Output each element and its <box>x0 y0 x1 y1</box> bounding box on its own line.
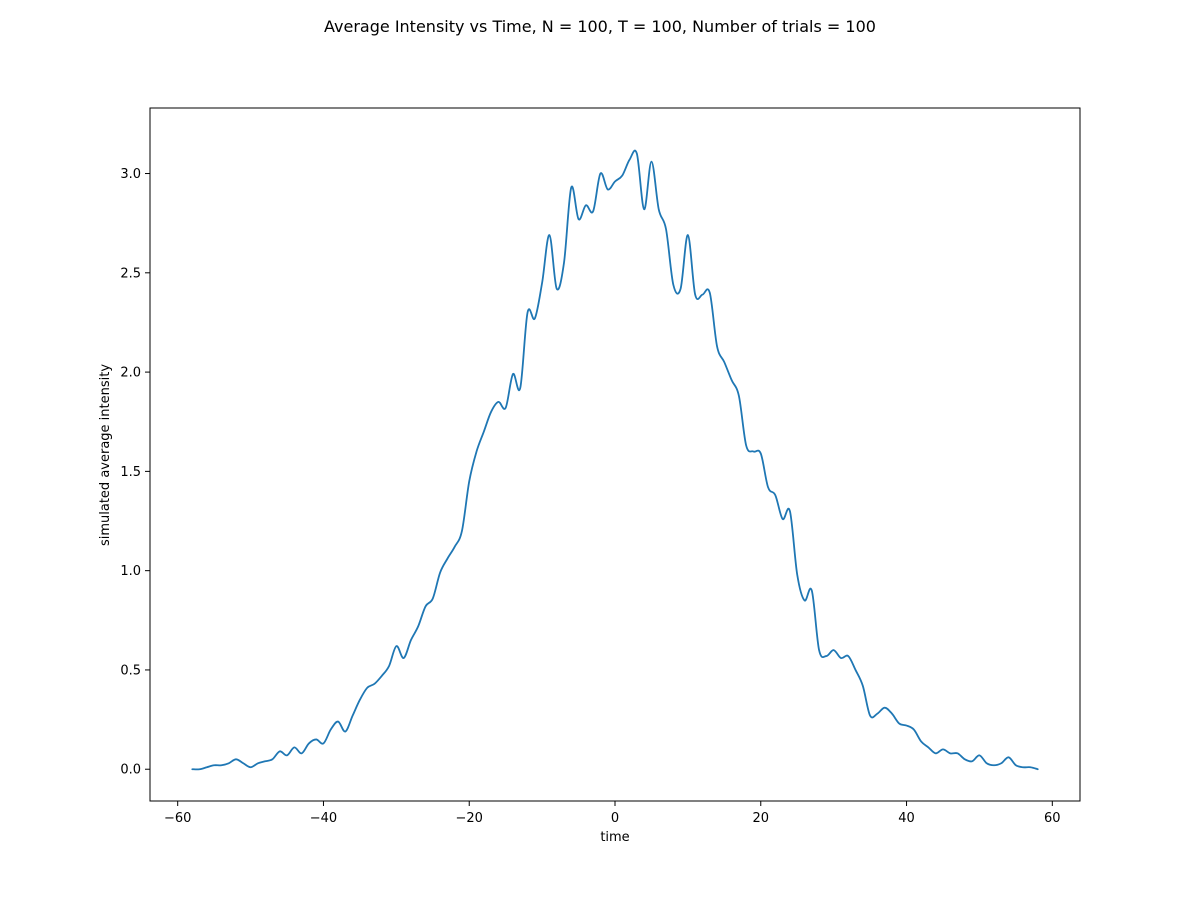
y-tick-label: 1.0 <box>120 564 141 579</box>
y-tick-label: 1.5 <box>120 465 141 480</box>
x-axis-label: time <box>600 830 629 845</box>
x-tick-label: 60 <box>1044 811 1061 826</box>
x-tick-label: −60 <box>164 811 191 826</box>
x-axis-ticks: −60 −40 −20 0 20 40 60 <box>164 801 1061 826</box>
y-tick-label: 2.0 <box>120 366 141 381</box>
y-tick-label: 0.5 <box>120 663 141 678</box>
x-tick-label: −20 <box>456 811 483 826</box>
y-tick-label: 2.5 <box>120 266 141 281</box>
y-tick-label: 0.0 <box>120 763 141 778</box>
chart-title: Average Intensity vs Time, N = 100, T = … <box>324 17 876 36</box>
plot-area-frame <box>149 107 1081 802</box>
series-layer <box>191 149 1039 771</box>
x-tick-label: 0 <box>611 811 619 826</box>
y-tick-label: 3.0 <box>120 167 141 182</box>
x-tick-label: 20 <box>752 811 769 826</box>
y-axis-label: simulated average intensity <box>98 364 113 546</box>
y-axis-ticks: 0.0 0.5 1.0 1.5 2.0 2.5 3.0 <box>120 167 150 778</box>
series-line-0 <box>191 149 1039 771</box>
x-tick-label: 40 <box>898 811 915 826</box>
x-tick-label: −40 <box>310 811 337 826</box>
